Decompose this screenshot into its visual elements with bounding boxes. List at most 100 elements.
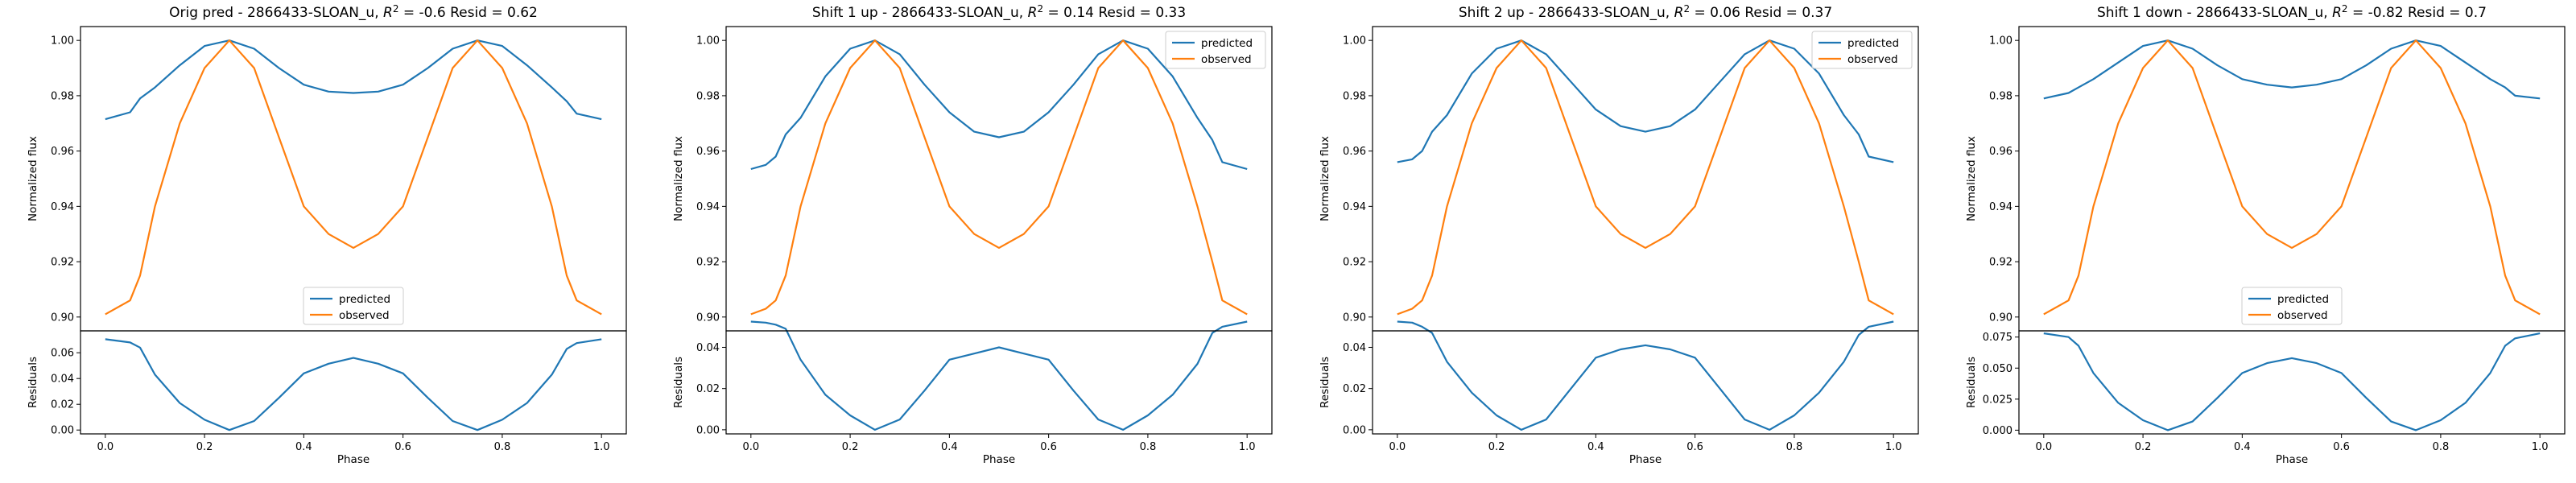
- y-tick-label: 0.96: [696, 146, 720, 158]
- series-line-predicted: [2043, 39, 2541, 100]
- legend: predicted observed: [1811, 31, 1913, 69]
- legend-label-observed: observed: [2277, 309, 2328, 322]
- y-tick-label: 0.94: [1989, 201, 2013, 213]
- residual-axes-frame: [725, 330, 1273, 435]
- x-tick-label: 0.8: [2433, 441, 2450, 453]
- series-line-observed: [105, 39, 602, 316]
- residual-axes-frame: [80, 330, 627, 435]
- y-tick-label: 0.98: [1343, 90, 1366, 102]
- y-tick-label: 0.94: [1343, 201, 1366, 213]
- chart-panel: Shift 1 down - 2866433-SLOAN_u, R2 = -0.…: [1965, 3, 2566, 466]
- x-tick-label: 0.8: [1140, 441, 1157, 453]
- legend-label-predicted: predicted: [1847, 37, 1899, 50]
- y-tick-label: 0.96: [1989, 146, 2013, 158]
- legend-label-predicted: predicted: [1201, 37, 1253, 50]
- x-axis-label: Phase: [1629, 453, 1662, 466]
- resid-y-axis-label: Residuals: [27, 357, 39, 408]
- chart-title-r2-value: = 0.14 Resid = 0.33: [1043, 5, 1186, 21]
- y-tick-label: 0.94: [696, 201, 720, 213]
- y-axis-label: Normalized flux: [1965, 136, 1978, 221]
- legend-label-observed: observed: [1201, 53, 1252, 66]
- legend: predicted observed: [303, 287, 404, 325]
- chart-title-r2-value: = 0.06 Resid = 0.37: [1690, 5, 1832, 21]
- chart-title-prefix: Shift 1 up - 2866433-SLOAN_u,: [812, 5, 1028, 21]
- y-tick-label: 0.90: [1989, 312, 2013, 324]
- chart-title-r2-symbol: R: [383, 5, 393, 21]
- series-line-predicted: [1397, 39, 1894, 163]
- y-tick-label: 0.90: [51, 312, 74, 324]
- y-tick-label: 0.90: [696, 312, 720, 324]
- chart-title-r2-value: = -0.6 Resid = 0.62: [398, 5, 537, 21]
- legend-label-observed: observed: [1847, 53, 1898, 66]
- chart-title-r2-value: = -0.82 Resid = 0.7: [2348, 5, 2487, 21]
- x-tick-label: 1.0: [2532, 441, 2549, 453]
- x-tick-label: 0.2: [196, 441, 213, 453]
- y-tick-label: 0.94: [51, 201, 74, 213]
- series-line-observed: [1397, 39, 1894, 316]
- residual-axes-frame: [2018, 330, 2566, 435]
- x-tick-label: 0.6: [1040, 441, 1057, 453]
- x-tick-label: 0.6: [2333, 441, 2350, 453]
- y-tick-label: 0.92: [51, 257, 74, 269]
- y-tick-label: 0.98: [1989, 90, 2013, 102]
- chart-title-prefix: Orig pred - 2866433-SLOAN_u,: [169, 5, 383, 21]
- x-tick-label: 1.0: [593, 441, 610, 453]
- x-tick-label: 0.4: [2234, 441, 2251, 453]
- y-axis-label: Normalized flux: [672, 136, 685, 221]
- legend: predicted observed: [1165, 31, 1266, 69]
- x-tick-label: 0.4: [295, 441, 312, 453]
- y-tick-label: 0.96: [51, 146, 74, 158]
- y-axis-label: Normalized flux: [27, 136, 39, 221]
- y-axis-label: Normalized flux: [1319, 136, 1331, 221]
- y-tick-label: 0.98: [696, 90, 720, 102]
- x-tick-label: 0.6: [1686, 441, 1703, 453]
- x-tick-label: 1.0: [1885, 441, 1902, 453]
- chart-title-r2-exponent: 2: [393, 3, 399, 14]
- resid-y-tick-label: 0.075: [1983, 332, 2013, 344]
- x-axis-label: Phase: [2276, 453, 2308, 466]
- x-axis-label: Phase: [983, 453, 1015, 466]
- x-tick-label: 0.2: [1488, 441, 1505, 453]
- resid-y-tick-label: 0.04: [51, 374, 74, 386]
- x-tick-label: 0.0: [97, 441, 114, 453]
- y-tick-label: 0.92: [1343, 257, 1366, 269]
- resid-y-axis-label: Residuals: [672, 357, 685, 408]
- chart-title-r2-symbol: R: [2332, 5, 2342, 21]
- residuals-line: [750, 320, 1248, 431]
- resid-y-tick-label: 0.02: [696, 383, 720, 395]
- residuals-line: [2043, 332, 2541, 431]
- residuals-line: [105, 338, 602, 431]
- legend-label-predicted: predicted: [2277, 293, 2329, 306]
- series-line-observed: [2043, 39, 2541, 316]
- chart-title-r2-symbol: R: [1674, 5, 1684, 21]
- x-tick-label: 0.8: [494, 441, 511, 453]
- resid-y-tick-label: 0.04: [1343, 342, 1366, 354]
- resid-y-tick-label: 0.00: [1343, 424, 1366, 436]
- chart-panel: Shift 1 up - 2866433-SLOAN_u, R2 = 0.14 …: [672, 3, 1273, 466]
- chart-title: Shift 2 up - 2866433-SLOAN_u, R2 = 0.06 …: [1459, 3, 1832, 21]
- y-tick-label: 0.96: [1343, 146, 1366, 158]
- x-tick-label: 0.0: [1389, 441, 1406, 453]
- legend: predicted observed: [2241, 287, 2343, 325]
- resid-y-axis-label: Residuals: [1965, 357, 1978, 408]
- chart-title-r2-symbol: R: [1028, 5, 1038, 21]
- series-line-predicted: [105, 39, 602, 121]
- y-tick-label: 0.90: [1343, 312, 1366, 324]
- series-line-predicted: [750, 39, 1248, 171]
- chart-panel: Shift 2 up - 2866433-SLOAN_u, R2 = 0.06 …: [1319, 3, 1919, 466]
- x-tick-label: 0.4: [1587, 441, 1604, 453]
- chart-title-prefix: Shift 2 up - 2866433-SLOAN_u,: [1459, 5, 1674, 21]
- y-tick-label: 1.00: [1343, 35, 1366, 47]
- resid-y-tick-label: 0.02: [51, 399, 74, 411]
- x-axis-label: Phase: [337, 453, 369, 466]
- y-tick-label: 0.92: [1989, 257, 2013, 269]
- series-line-observed: [750, 39, 1248, 316]
- resid-y-tick-label: 0.06: [51, 348, 74, 360]
- chart-title: Orig pred - 2866433-SLOAN_u, R2 = -0.6 R…: [169, 3, 538, 21]
- chart-panel: Orig pred - 2866433-SLOAN_u, R2 = -0.6 R…: [27, 3, 627, 466]
- resid-y-tick-label: 0.050: [1983, 363, 2013, 375]
- x-tick-label: 0.0: [742, 441, 759, 453]
- y-tick-label: 1.00: [696, 35, 720, 47]
- chart-title-r2-exponent: 2: [1037, 3, 1043, 14]
